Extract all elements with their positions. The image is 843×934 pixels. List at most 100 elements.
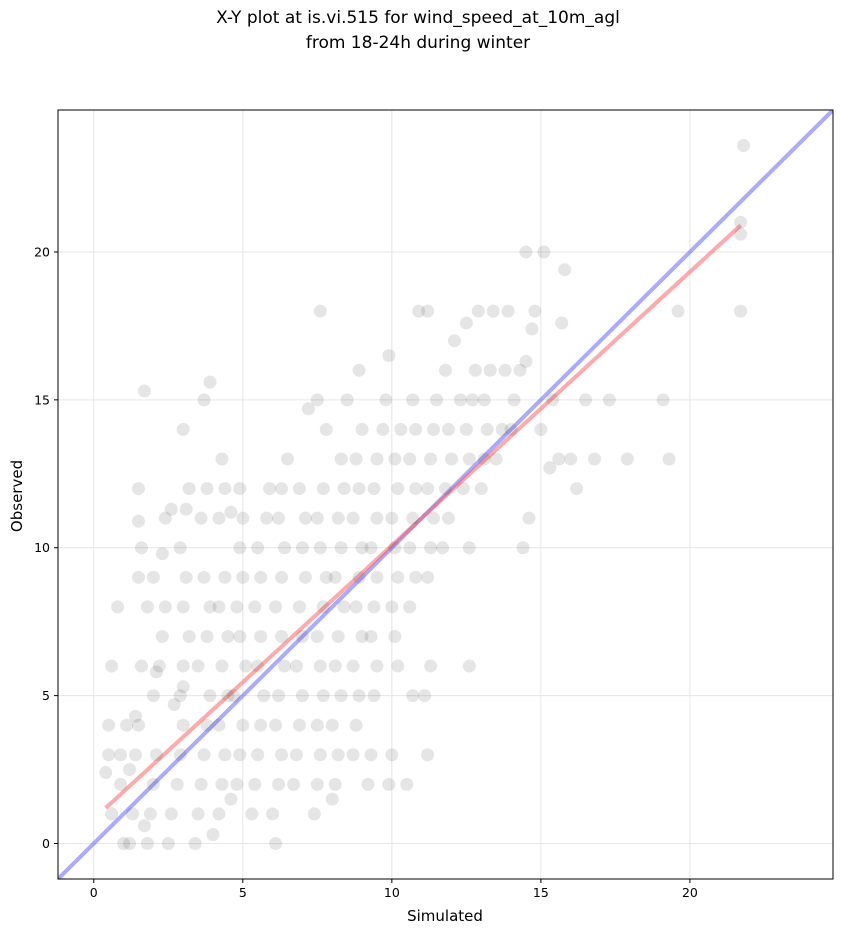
data-point: [129, 748, 142, 762]
data-point: [656, 393, 670, 407]
data-point: [200, 629, 214, 643]
data-point: [346, 748, 360, 762]
data-point: [444, 452, 458, 466]
data-point: [319, 570, 333, 584]
data-point: [227, 689, 241, 703]
data-point: [173, 748, 187, 762]
data-point: [289, 659, 303, 673]
data-point: [662, 452, 676, 466]
data-point: [525, 322, 539, 336]
data-point: [477, 393, 491, 407]
data-point: [266, 807, 280, 821]
data-point: [558, 263, 572, 277]
data-point: [483, 363, 497, 377]
data-point: [486, 304, 500, 318]
data-point: [370, 452, 384, 466]
data-point: [376, 422, 390, 436]
data-point: [155, 547, 169, 561]
data-point: [355, 541, 369, 555]
data-point: [316, 600, 330, 614]
data-point: [313, 541, 327, 555]
y-tick-label: 15: [34, 392, 50, 407]
data-point: [328, 570, 342, 584]
data-point: [131, 718, 145, 732]
data-point: [176, 659, 190, 673]
data-point: [120, 718, 134, 732]
data-point: [379, 393, 393, 407]
data-point: [385, 511, 399, 525]
data-point: [424, 541, 438, 555]
data-point: [489, 452, 503, 466]
data-point: [248, 600, 262, 614]
data-point: [388, 541, 402, 555]
data-point: [146, 570, 160, 584]
data-point: [620, 452, 634, 466]
data-point: [370, 570, 384, 584]
data-point: [364, 748, 378, 762]
data-point: [579, 393, 593, 407]
data-point: [349, 718, 363, 732]
y-axis-ticks: 0 5 10 15 20: [34, 244, 58, 851]
data-point: [137, 819, 151, 833]
data-point: [519, 245, 533, 259]
data-point: [286, 777, 300, 791]
data-point: [331, 629, 345, 643]
data-point: [364, 629, 378, 643]
data-point: [522, 511, 536, 525]
data-point: [140, 600, 154, 614]
data-point: [310, 629, 324, 643]
data-point: [197, 748, 211, 762]
data-point: [251, 748, 265, 762]
data-point: [367, 600, 381, 614]
data-point: [221, 629, 235, 643]
data-point: [421, 748, 435, 762]
x-tick-label: 0: [90, 885, 98, 900]
data-point: [406, 393, 420, 407]
chart-title-line1: X-Y plot at is.vi.515 for wind_speed_at_…: [216, 8, 620, 28]
data-point: [409, 482, 423, 496]
data-point: [352, 570, 366, 584]
data-point: [394, 422, 408, 436]
data-point: [131, 482, 145, 496]
data-point: [430, 393, 444, 407]
data-point: [391, 482, 405, 496]
data-point: [99, 766, 113, 780]
data-point: [117, 837, 131, 851]
data-point: [260, 511, 274, 525]
data-point: [391, 570, 405, 584]
data-point: [552, 452, 566, 466]
data-point: [146, 689, 160, 703]
data-point: [352, 482, 366, 496]
data-point: [194, 511, 208, 525]
data-point: [200, 718, 214, 732]
data-point: [346, 511, 360, 525]
data-point: [233, 541, 247, 555]
data-point: [126, 807, 140, 821]
data-point: [355, 422, 369, 436]
data-point: [441, 511, 455, 525]
data-point: [421, 482, 435, 496]
data-point: [409, 422, 423, 436]
data-point: [215, 659, 229, 673]
data-point: [164, 502, 178, 516]
data-point: [403, 600, 417, 614]
data-point: [412, 304, 426, 318]
data-point: [254, 629, 268, 643]
data-point: [239, 659, 253, 673]
data-point: [334, 452, 348, 466]
data-point: [459, 316, 473, 330]
data-point: [182, 629, 196, 643]
y-tick-label: 5: [42, 688, 50, 703]
data-point: [275, 570, 289, 584]
data-point: [158, 600, 172, 614]
data-point: [349, 600, 363, 614]
data-point: [570, 482, 584, 496]
data-point: [513, 363, 527, 377]
x-tick-label: 15: [533, 885, 549, 900]
data-point: [310, 511, 324, 525]
data-point: [418, 689, 432, 703]
data-point: [269, 837, 283, 851]
data-point: [188, 837, 202, 851]
data-point: [313, 659, 327, 673]
data-point: [272, 511, 286, 525]
